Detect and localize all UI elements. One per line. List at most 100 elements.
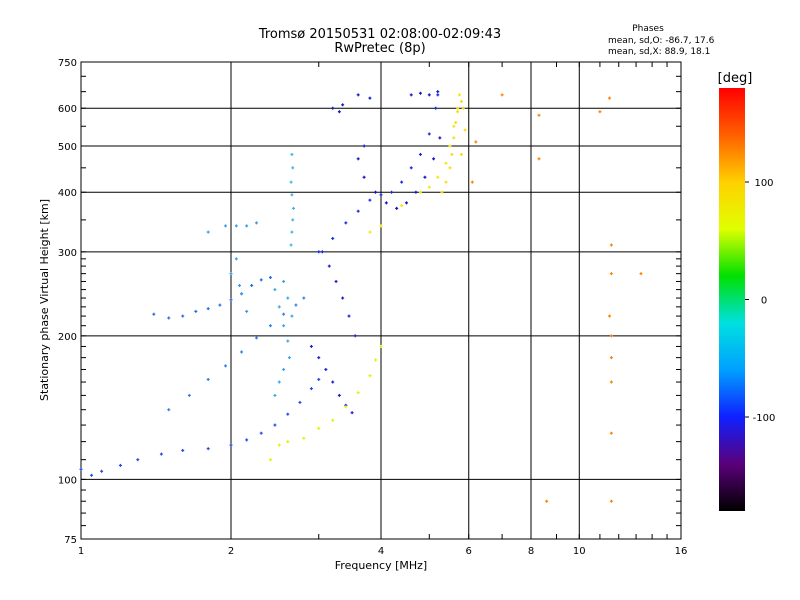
data-point — [229, 298, 233, 302]
data-point — [167, 408, 171, 412]
data-point — [368, 198, 372, 202]
data-point — [317, 356, 321, 360]
data-point — [152, 312, 156, 316]
data-point — [436, 175, 440, 179]
colorbar-tick-label: 100 — [754, 178, 773, 189]
series-1 — [167, 296, 306, 412]
data-point — [324, 367, 328, 371]
data-point — [368, 96, 372, 100]
phase-stats-title: Phases — [632, 24, 664, 34]
data-point — [334, 279, 338, 283]
y-axis-label: Stationary phase Virtual Height [km] — [38, 199, 51, 401]
data-point — [291, 218, 295, 222]
data-point — [294, 303, 298, 307]
data-point — [286, 339, 290, 343]
data-point — [240, 350, 244, 354]
data-point — [206, 307, 210, 311]
data-point — [452, 136, 456, 140]
data-point — [545, 499, 549, 503]
data-point — [218, 303, 222, 307]
data-point — [400, 204, 404, 208]
data-point — [341, 296, 345, 300]
colorbar-label: [deg] — [718, 71, 753, 86]
data-point — [79, 467, 83, 471]
data-point — [273, 423, 277, 427]
data-point — [229, 272, 233, 276]
data-point — [331, 106, 335, 110]
data-point — [302, 436, 306, 440]
chart-title: Tromsø 20150531 02:08:00-02:09:43 — [258, 27, 501, 42]
data-point — [337, 110, 341, 114]
data-point — [470, 180, 474, 184]
data-point — [379, 224, 383, 228]
data-point — [286, 412, 290, 416]
colorbar: [deg] -100 0 100 — [718, 71, 775, 511]
series-13 — [470, 93, 643, 503]
x-axis-label: Frequency [MHz] — [335, 559, 427, 572]
data-point — [454, 121, 458, 125]
data-point — [448, 144, 452, 148]
data-point — [414, 190, 418, 194]
axes: 1 2 4 6 8 10 16 75 100 200 300 400 500 600 750 — [58, 58, 687, 557]
series-9 — [331, 90, 440, 161]
data-point — [444, 161, 448, 165]
series-4 — [273, 279, 294, 397]
colorbar-tick-label: 0 — [761, 296, 767, 307]
data-point — [282, 279, 286, 283]
data-point — [463, 128, 467, 132]
data-point — [268, 458, 272, 462]
data-point — [458, 93, 462, 97]
data-point — [250, 283, 254, 287]
x-tick-label: 16 — [675, 546, 688, 557]
data-point — [609, 356, 613, 360]
data-point — [245, 309, 249, 313]
x-tick-label: 6 — [466, 546, 472, 557]
data-point — [277, 305, 281, 309]
data-point — [331, 380, 335, 384]
data-point — [317, 250, 321, 254]
data-point — [159, 452, 163, 456]
data-point — [237, 283, 241, 287]
data-point — [292, 206, 296, 210]
data-point — [187, 393, 191, 397]
x-tick-label: 4 — [378, 546, 384, 557]
series-5 — [289, 152, 296, 247]
data-point — [390, 190, 394, 194]
data-point — [395, 206, 399, 210]
data-point — [356, 93, 360, 97]
y-tick-label: 400 — [58, 188, 77, 199]
colorbar-gradient — [719, 88, 745, 511]
series-10 — [268, 344, 383, 462]
series-12 — [440, 99, 467, 194]
data-point — [350, 411, 354, 415]
y-tick-label: 100 — [58, 475, 77, 486]
data-point — [229, 443, 233, 447]
data-point — [608, 96, 612, 100]
data-point — [277, 380, 281, 384]
data-point — [427, 132, 431, 136]
data-points — [79, 90, 643, 503]
data-point — [290, 314, 294, 318]
data-point — [259, 278, 263, 282]
data-point — [286, 440, 290, 444]
data-point — [273, 288, 277, 292]
data-point — [609, 243, 613, 247]
data-point — [379, 193, 383, 197]
phase-stats-o: mean, sd,O: -86.7, 17.6 — [608, 36, 715, 46]
data-point — [356, 209, 360, 213]
data-point — [282, 312, 286, 316]
x-tick-label: 1 — [78, 546, 84, 557]
y-tick-label: 300 — [58, 248, 77, 259]
data-point — [374, 190, 378, 194]
data-point — [90, 473, 94, 477]
data-point — [448, 166, 452, 170]
data-point — [356, 157, 360, 161]
data-point — [206, 230, 210, 234]
data-point — [273, 393, 277, 397]
data-point — [598, 110, 602, 114]
data-point — [277, 443, 281, 447]
data-point — [434, 106, 438, 110]
data-point — [609, 499, 613, 503]
data-point — [436, 93, 440, 97]
